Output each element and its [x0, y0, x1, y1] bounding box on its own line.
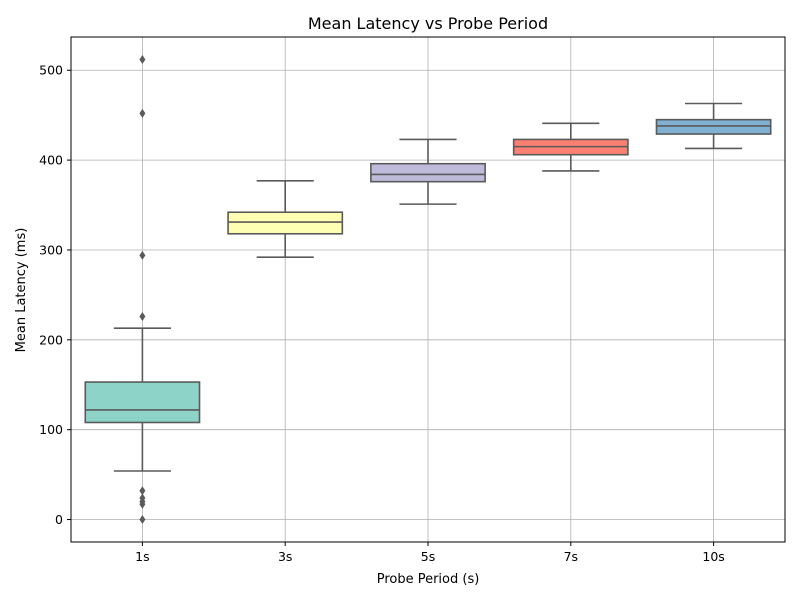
x-tick-label: 7s [564, 549, 578, 564]
box-3s [227, 179, 344, 258]
box-series [84, 54, 772, 525]
x-tick-label: 10s [702, 549, 724, 564]
box-7s [512, 122, 629, 172]
outlier-point [139, 54, 146, 64]
y-tick-label: 300 [39, 242, 63, 257]
box-10s [655, 102, 772, 150]
axes: 0 100 200 300 400 500 1s 3s 5s 7s 10s [39, 63, 725, 564]
x-tick-label: 1s [135, 549, 149, 564]
x-tick-label: 3s [278, 549, 292, 564]
x-tick-label: 5s [421, 549, 435, 564]
iqr-box [370, 162, 486, 183]
chart-title: Mean Latency vs Probe Period [308, 14, 548, 33]
y-tick-label: 100 [39, 422, 63, 437]
box-1s [84, 54, 201, 525]
y-tick-label: 400 [39, 153, 63, 168]
y-tick-label: 0 [55, 512, 63, 527]
iqr-box [84, 381, 201, 424]
y-tick-label: 200 [39, 332, 63, 347]
iqr-box [227, 211, 344, 235]
outlier-point [139, 311, 146, 321]
y-axis-label: Mean Latency (ms) [14, 228, 29, 353]
outlier-point [139, 108, 146, 118]
iqr-box [655, 118, 772, 135]
y-tick-label: 500 [39, 63, 63, 78]
box-5s [370, 138, 486, 205]
outlier-point [139, 250, 146, 260]
x-axis-label: Probe Period (s) [377, 572, 480, 587]
grid-lines [71, 37, 785, 542]
outlier-point [139, 486, 146, 496]
outlier-point [139, 515, 146, 525]
outlier-point [139, 493, 146, 503]
